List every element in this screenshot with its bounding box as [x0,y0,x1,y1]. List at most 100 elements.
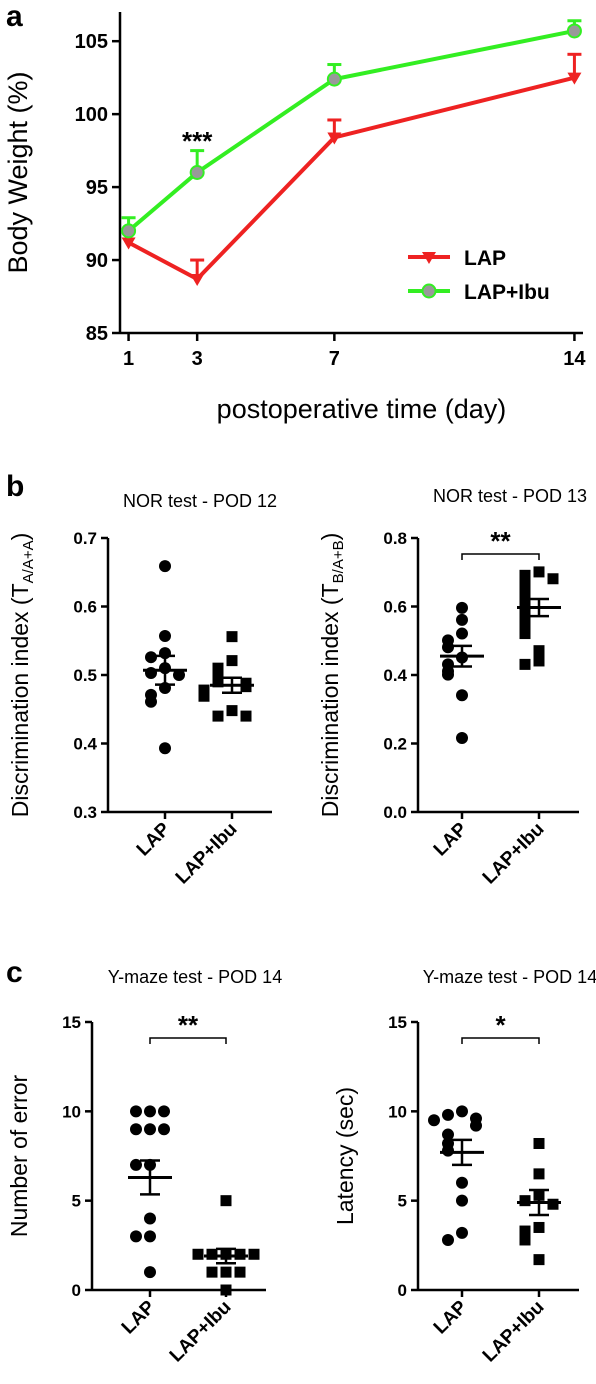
chart-b-right: 0.0 0.2 0.4 0.6 0.8 NOR test - POD 13 Discrimi… [317,486,587,888]
significance-bracket [461,553,540,560]
data-point [226,631,238,643]
data-point [456,601,468,614]
data-point [456,1226,468,1239]
x-tick-label: 3 [192,348,203,370]
y-tick-label: 10 [388,1102,407,1121]
legend-label: LAP+Ibu [464,281,550,304]
data-point [220,1195,232,1207]
y-tick-label: 0.2 [383,735,407,754]
legend-marker [421,283,437,299]
data-point [470,1119,482,1132]
data-point [158,1105,170,1118]
category-label: LAP [133,818,175,860]
series-line [127,75,575,282]
series-line [127,29,575,233]
data-point [533,1221,545,1233]
y-tick-label: 0.8 [383,529,407,548]
data-point [144,1266,156,1279]
y-tick-label: 0.6 [383,598,407,617]
data-point [234,1248,246,1260]
data-point [428,1114,440,1127]
data-point [533,1254,545,1266]
group-LAP [143,560,187,755]
data-point [533,1137,545,1149]
data-point [519,593,531,605]
data-point [456,689,468,702]
series-LAP+Ibu: LAP+Ibu [121,19,582,304]
data-point [456,1105,468,1118]
significance-marker: * [495,1010,506,1040]
data-point [144,1230,156,1243]
group-LAP+Ibu [192,1195,260,1296]
y-tick-label: 10 [62,1102,81,1121]
data-point [533,566,545,578]
panel-label-c: c [6,956,23,989]
y-tick-label: 85 [86,323,108,345]
data-point [547,573,559,585]
data-point [519,586,531,598]
y-axis-label: Number of error [6,1074,32,1237]
y-axis-label: Discrimination index (TB/A+B) [317,533,347,818]
legend-marker [422,252,436,264]
data-point [121,223,137,239]
chart-title: NOR test - POD 13 [433,486,587,506]
data-point [442,641,454,654]
data-point [220,1284,232,1296]
data-point [206,1248,218,1260]
data-point [189,165,205,180]
group-LAP [440,601,484,745]
category-label: LAP+Ibu [166,1297,236,1367]
data-point [519,621,531,633]
data-point [121,237,136,250]
y-axis-label: Latency (sec) [332,1087,358,1225]
data-point [240,710,252,722]
data-point [456,613,468,626]
data-point [145,695,157,708]
significance-marker: *** [182,126,213,156]
data-point [519,1195,531,1207]
y-tick-label: 5 [398,1192,407,1211]
data-point [159,742,171,755]
data-point [234,1266,246,1278]
data-point [326,71,342,87]
data-point [145,651,157,664]
group-LAP [128,1105,172,1279]
data-point [456,1176,468,1189]
data-point [144,1105,156,1118]
data-point [212,676,224,688]
legend-label: LAP [464,247,506,270]
data-point [442,1128,454,1141]
x-axis-label: postoperative time (day) [217,394,507,424]
data-point [226,655,238,667]
chart-title: Y-maze test - POD 14 [108,967,282,987]
group-LAP+Ibu [517,1137,561,1266]
data-point [212,710,224,722]
y-axis-label: Discrimination index (TA/A+A) [7,533,37,818]
panel-label-b: b [6,470,24,503]
x-tick-label: 1 [123,348,134,370]
chart-title: Y-maze test - POD 14 [423,967,596,987]
data-point [533,1168,545,1180]
y-tick-label: 105 [75,31,108,53]
data-point [226,705,238,717]
y-tick-label: 15 [388,1013,407,1032]
chart-title: NOR test - POD 12 [123,491,277,511]
category-label: LAP [430,818,472,860]
data-point [533,645,545,657]
category-label: LAP+Ibu [479,819,549,889]
category-label: LAP+Ibu [479,1297,549,1367]
data-point [519,1234,531,1246]
data-point [519,580,531,592]
y-tick-label: 0.6 [73,598,97,617]
data-point [327,132,342,145]
y-tick-label: 0.4 [383,666,407,685]
data-point [442,1144,454,1157]
data-point [519,1225,531,1237]
data-point [519,628,531,640]
data-point [192,1248,204,1260]
y-tick-label: 5 [72,1192,81,1211]
data-point [456,1194,468,1207]
data-point [159,560,171,573]
y-tick-label: 0.5 [73,666,97,685]
